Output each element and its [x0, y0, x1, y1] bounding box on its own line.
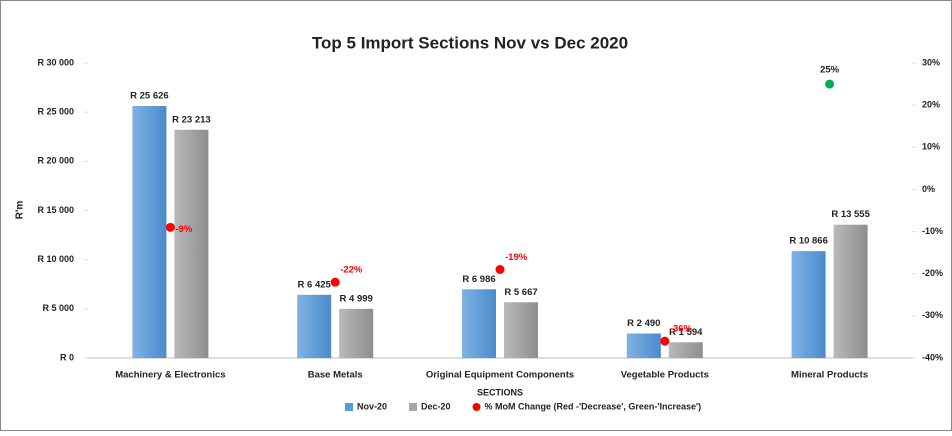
data-label: R 5 667	[504, 287, 537, 298]
legend-swatch	[472, 403, 481, 411]
data-label: R 6 986	[462, 274, 495, 285]
bar	[462, 289, 496, 358]
data-label: R 23 213	[172, 114, 211, 125]
legend-label: Dec-20	[421, 401, 451, 411]
data-label: -22%	[340, 265, 363, 276]
bar	[132, 106, 167, 358]
data-label: -36%	[670, 324, 693, 335]
y-tick-label: R 0	[60, 352, 74, 362]
data-label: -19%	[505, 252, 528, 263]
chart-title: Top 5 Import Sections Nov vs Dec 2020	[312, 33, 628, 52]
y2-tick-label: 10%	[922, 142, 940, 152]
bar	[668, 342, 703, 358]
x-tick-label: Base Metals	[308, 370, 363, 381]
bar	[504, 302, 538, 358]
bar	[297, 294, 332, 358]
y-tick-label: R 5 000	[42, 303, 74, 313]
data-label: R 25 626	[130, 91, 169, 102]
bar	[626, 333, 661, 358]
marker	[330, 277, 340, 287]
data-label: R 10 866	[789, 236, 828, 247]
marker	[495, 265, 505, 274]
x-axis-label: SECTIONS	[477, 387, 523, 397]
bar	[174, 129, 209, 358]
data-label: R 6 425	[298, 279, 332, 290]
y-tick-label: R 25 000	[37, 107, 74, 117]
x-tick-label: Vegetable Products	[621, 370, 709, 381]
y2-tick-label: 20%	[922, 100, 940, 110]
y2-tick-label: -20%	[922, 268, 943, 278]
y-tick-label: R 10 000	[37, 254, 74, 264]
y2-tick-label: 0%	[922, 184, 935, 194]
data-label: R 1 594	[669, 327, 703, 338]
y2-tick-label: -40%	[922, 352, 943, 362]
data-label: R 13 555	[831, 209, 870, 220]
y2-tick-label: -10%	[922, 226, 943, 236]
y2-tick-label: 30%	[922, 57, 940, 67]
y-tick-label: R 30 000	[37, 57, 74, 67]
data-label: 25%	[820, 65, 840, 76]
legend-label: Nov-20	[357, 401, 387, 411]
marker	[165, 222, 175, 232]
x-tick-label: Machinery & Electronics	[115, 370, 225, 381]
data-label: R 4 999	[340, 293, 373, 304]
legend-swatch	[409, 403, 418, 411]
x-tick-label: Mineral Products	[791, 370, 868, 381]
bar	[339, 308, 374, 358]
y-tick-label: R 20 000	[37, 156, 74, 166]
y-axis-label: R'm	[15, 201, 26, 220]
data-label: R 2 490	[627, 318, 660, 329]
y-tick-label: R 15 000	[37, 205, 74, 215]
marker	[660, 336, 670, 346]
bar	[833, 224, 868, 358]
legend-swatch	[345, 403, 353, 411]
bar	[791, 251, 826, 358]
legend-label: % MoM Change (Red -'Decrease', Green-'In…	[485, 401, 702, 411]
x-tick-label: Original Equipment Components	[426, 370, 574, 381]
marker	[825, 79, 835, 89]
data-label: -9%	[175, 224, 192, 235]
y2-tick-label: -30%	[922, 310, 943, 320]
